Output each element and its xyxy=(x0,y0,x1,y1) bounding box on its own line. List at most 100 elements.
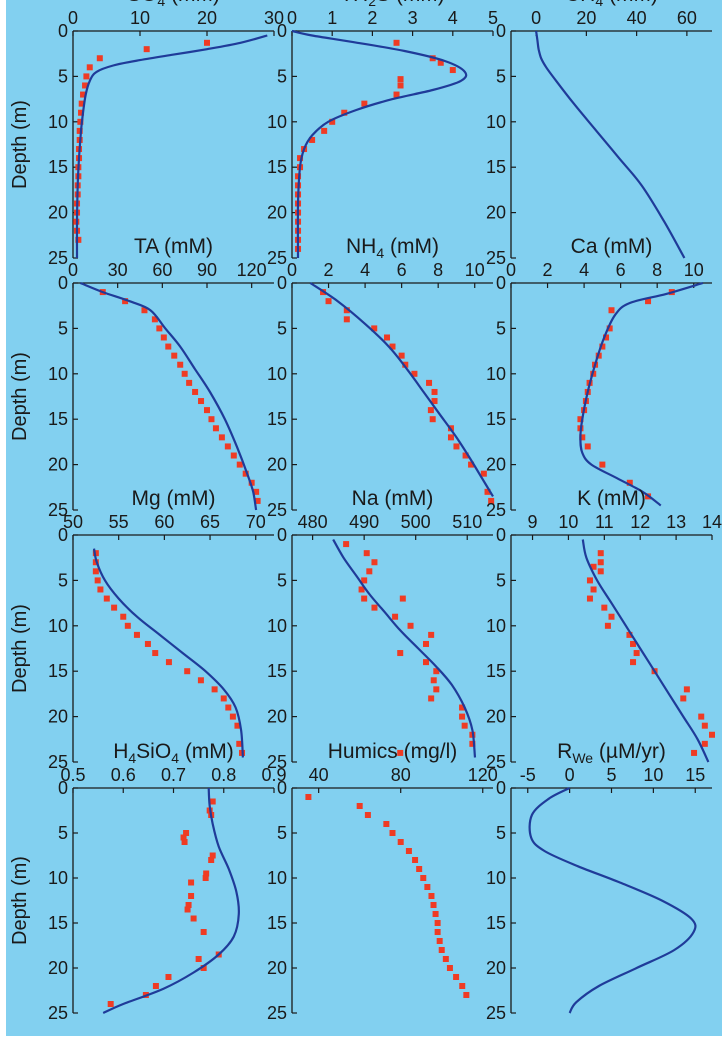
data-point xyxy=(599,461,606,468)
x-tick-label: 70 xyxy=(246,512,266,532)
data-point xyxy=(309,136,316,143)
data-point xyxy=(428,893,435,899)
data-point xyxy=(83,73,90,80)
y-tick-label: 25 xyxy=(48,752,68,772)
y-tick-label: 5 xyxy=(277,570,287,590)
y-tick-label: 15 xyxy=(48,157,68,177)
y-tick-label: 5 xyxy=(58,570,68,590)
data-point xyxy=(181,370,188,377)
y-axis-label: Depth (m) xyxy=(9,352,31,441)
data-point xyxy=(645,298,652,305)
data-point xyxy=(236,740,243,747)
data-point xyxy=(202,875,209,881)
x-tick-label: 0 xyxy=(287,260,297,280)
x-tick-label: -5 xyxy=(520,765,536,785)
data-point xyxy=(480,470,487,477)
data-point xyxy=(204,39,210,46)
x-tick-label: 0.7 xyxy=(161,765,186,785)
data-point xyxy=(590,586,597,593)
chart-title: SO4 (mM) xyxy=(127,0,220,9)
y-tick-label: 5 xyxy=(277,318,287,338)
model-curve xyxy=(309,282,494,497)
data-point xyxy=(626,631,633,638)
model-curve xyxy=(581,539,710,763)
chart-panel-5: NH4 (mM) 0 2 4 6 8 10 0 5 10 15 20 25 xyxy=(267,235,495,520)
x-tick-label: 0 xyxy=(68,8,78,28)
y-tick-label: 25 xyxy=(486,500,506,520)
data-point xyxy=(208,416,215,423)
y-tick-label: 5 xyxy=(58,823,68,843)
chart-title: Na (mM) xyxy=(352,487,434,510)
data-point xyxy=(630,640,637,647)
y-tick-label: 0 xyxy=(496,21,506,41)
x-tick-label: 15 xyxy=(685,765,705,785)
data-point xyxy=(209,852,216,859)
x-tick-label: 13 xyxy=(666,512,686,532)
data-point xyxy=(143,46,150,53)
data-point xyxy=(423,659,429,666)
data-point xyxy=(411,370,418,377)
data-point xyxy=(97,586,104,593)
x-tick-label: 20 xyxy=(197,8,217,28)
model-curve xyxy=(535,30,686,259)
x-tick-label: 30 xyxy=(108,260,128,280)
data-point xyxy=(325,298,332,305)
y-tick-label: 15 xyxy=(267,661,287,681)
x-tick-label: 4 xyxy=(360,260,370,280)
data-point xyxy=(208,857,215,863)
chart-panel-12: RWe (µM/yr) -5 0 5 10 15 0 5 10 15 20 25 xyxy=(486,740,712,1023)
data-point xyxy=(177,361,184,368)
data-point xyxy=(180,834,187,841)
x-tick-label: 0 xyxy=(531,8,541,28)
data-point xyxy=(683,686,690,693)
x-tick-label: 14 xyxy=(702,512,722,532)
data-point xyxy=(78,100,85,107)
y-tick-label: 15 xyxy=(486,409,506,429)
data-point xyxy=(165,343,172,350)
data-point xyxy=(397,76,404,83)
x-tick-label: 5 xyxy=(488,8,498,28)
data-point xyxy=(398,352,405,359)
data-point xyxy=(80,91,87,98)
y-tick-label: 5 xyxy=(277,66,287,86)
chart-title: Humics (mg/l) xyxy=(328,740,458,763)
x-tick-label: 90 xyxy=(197,260,217,280)
data-point xyxy=(599,343,606,350)
data-point xyxy=(586,595,593,602)
data-point xyxy=(198,398,205,405)
data-point xyxy=(242,470,249,477)
y-tick-label: 15 xyxy=(267,157,287,177)
data-point xyxy=(364,812,371,818)
x-tick-label: 8 xyxy=(652,260,662,280)
data-point xyxy=(363,550,370,557)
x-tick-label: 6 xyxy=(616,260,626,280)
data-point xyxy=(407,622,414,629)
data-point xyxy=(120,613,127,620)
data-point xyxy=(597,559,604,566)
y-tick-label: 25 xyxy=(486,1003,506,1023)
y-tick-label: 5 xyxy=(58,318,68,338)
y-tick-label: 0 xyxy=(496,778,506,798)
data-point xyxy=(590,563,597,570)
data-point xyxy=(211,686,218,693)
y-tick-label: 15 xyxy=(267,913,287,933)
data-point xyxy=(181,839,188,845)
data-point xyxy=(604,622,611,629)
x-tick-label: 65 xyxy=(200,512,220,532)
data-point xyxy=(361,595,368,602)
chart-title: NH4 (mM) xyxy=(346,235,439,261)
model-curve xyxy=(79,281,258,511)
y-tick-label: 10 xyxy=(267,364,287,384)
data-point xyxy=(295,173,302,180)
y-tick-label: 25 xyxy=(48,248,68,268)
x-tick-label: 490 xyxy=(349,512,379,532)
data-point xyxy=(185,902,192,908)
data-point xyxy=(405,848,412,854)
x-tick-label: 50 xyxy=(63,512,83,532)
y-tick-label: 20 xyxy=(48,958,68,978)
y-tick-label: 0 xyxy=(277,525,287,545)
y-tick-label: 15 xyxy=(486,661,506,681)
